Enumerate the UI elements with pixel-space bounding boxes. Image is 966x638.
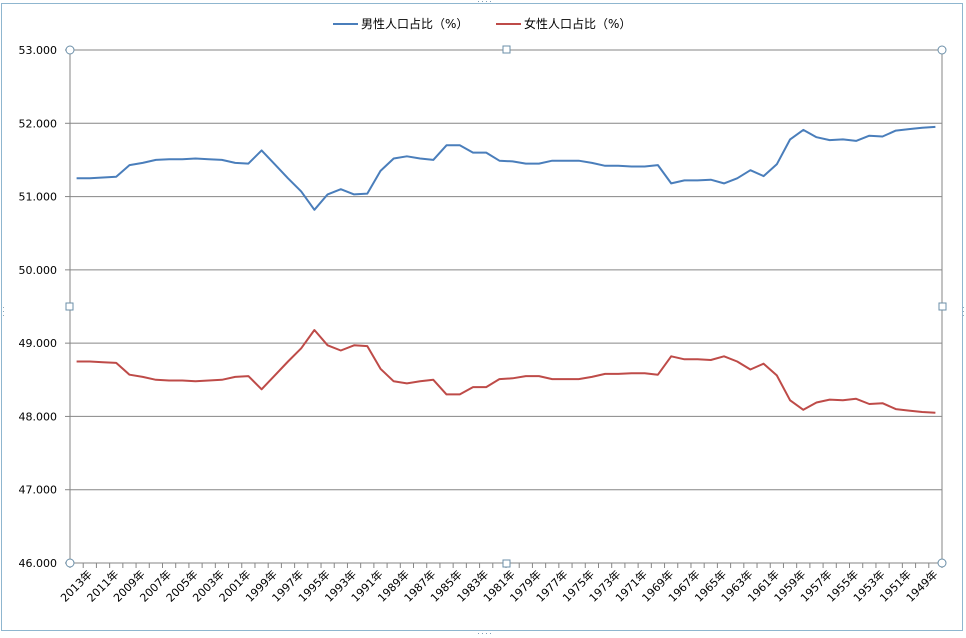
plot-handle-bottom-middle[interactable] (502, 559, 511, 568)
x-axis-tick-labels: 2013年2011年2009年2007年2005年2003年2001年1999年… (57, 567, 940, 604)
plot-handle-bottom-right[interactable] (937, 558, 947, 568)
series-lines (76, 125, 936, 414)
y-tick-label: 47.000 (19, 484, 58, 497)
resize-handle-right[interactable]: ··· (959, 306, 966, 318)
y-tick-label: 51.000 (19, 191, 58, 204)
resize-handle-bottom[interactable]: ···· (477, 628, 493, 638)
y-tick-label: 50.000 (19, 264, 58, 277)
resize-handle-top[interactable]: ···· (477, 0, 493, 6)
y-axis-tick-labels: 53.000 52.000 51.000 50.000 49.000 48.000 47.0… (19, 44, 58, 570)
y-tick-label: 52.000 (19, 117, 58, 130)
legend-female-label: 女性人口占比（%） (524, 16, 631, 31)
plot-handle-middle-right[interactable] (938, 302, 947, 311)
plot-handle-bottom-left[interactable] (65, 558, 75, 568)
legend-male-label: 男性人口占比（%） (361, 16, 468, 31)
axes (65, 49, 943, 568)
plot-handle-top-left[interactable] (65, 45, 75, 55)
plot-handle-top-right[interactable] (937, 45, 947, 55)
y-tick-label: 48.000 (19, 410, 58, 423)
gridlines (70, 49, 942, 564)
plot-handle-middle-left[interactable] (65, 302, 74, 311)
y-tick-label: 49.000 (19, 337, 58, 350)
plot-area-selection-handles[interactable] (65, 45, 947, 568)
series-line-male (76, 125, 936, 211)
y-tick-label: 53.000 (19, 44, 58, 57)
chart-frame (1, 3, 963, 631)
resize-handle-left[interactable]: ··· (0, 306, 9, 318)
series-line-female (76, 329, 936, 414)
y-tick-label: 46.000 (19, 557, 58, 570)
plot-handle-top-middle[interactable] (502, 45, 511, 54)
legend: 男性人口占比（%） 女性人口占比（%） (333, 16, 631, 31)
